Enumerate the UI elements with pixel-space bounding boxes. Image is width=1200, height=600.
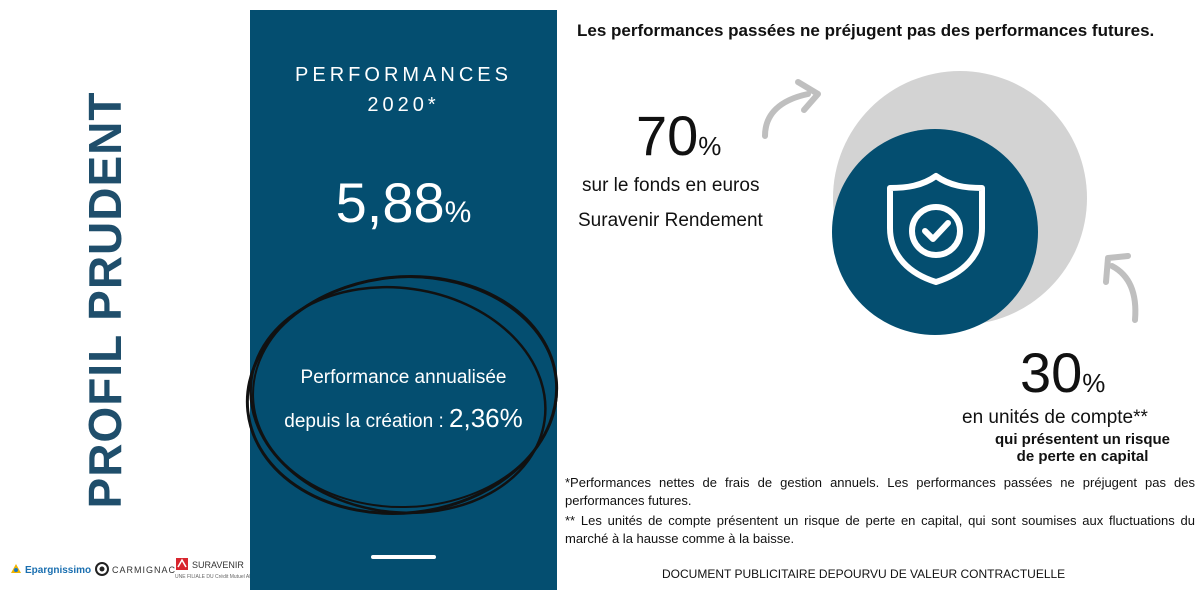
- performance-title-line2: 2020*: [367, 94, 440, 116]
- euro-fund-share: 70%: [636, 108, 721, 174]
- suravenir-label: SURAVENIR: [192, 560, 244, 570]
- performance-value-unit: %: [444, 196, 472, 229]
- performance-value: 5,88%: [250, 170, 557, 235]
- headline: Les performances passées ne préjugent pa…: [577, 21, 1155, 40]
- suravenir-subtitle: UNE FILIALE DU Crédit Mutuel ARKÉA: [175, 574, 263, 580]
- allocation-graphic: [762, 71, 1139, 335]
- epargnissimo-icon: [10, 563, 22, 577]
- suravenir-logo: SURAVENIR UNE FILIALE DU Crédit Mutuel A…: [175, 557, 263, 580]
- carmignac-label: CARMIGNAC: [112, 565, 177, 575]
- euro-fund-label-line1: sur le fonds en euros: [582, 175, 760, 196]
- epargnissimo-label: Epargnissimo: [25, 564, 92, 576]
- carmignac-logo: CARMIGNAC: [95, 562, 176, 578]
- unit-linked-share: 30%: [1020, 345, 1105, 411]
- annualized-label-line1: Performance annualisée: [300, 367, 507, 388]
- annualized-value: 2,36%: [449, 403, 523, 433]
- unit-linked-share-number: 30: [1020, 341, 1083, 404]
- disclaimer: DOCUMENT PUBLICITAIRE DEPOURVU DE VALEUR…: [662, 567, 1066, 581]
- curved-arrow-bottom-icon: [1103, 253, 1139, 323]
- performance-title: PERFORMANCES 2020*: [250, 60, 557, 120]
- curved-arrow-top-icon: [762, 79, 821, 139]
- unit-linked-risk-note: qui présentent un risque de perte en cap…: [995, 431, 1170, 465]
- performance-value-number: 5,88: [335, 171, 445, 234]
- carmignac-icon: [95, 562, 109, 578]
- suravenir-icon: [175, 557, 189, 573]
- circle-scribble: [245, 275, 559, 515]
- unit-linked-label-line3: de perte en capital: [1016, 448, 1149, 465]
- unit-linked-share-unit: %: [1082, 368, 1106, 398]
- footnote-performance: *Performances nettes de frais de gestion…: [565, 475, 1195, 508]
- unit-linked-label-line1: en unités de compte**: [962, 407, 1148, 428]
- allocation-center: [832, 129, 1038, 335]
- profile-title: PROFIL PRUDENT: [79, 91, 131, 509]
- epargnissimo-logo: Epargnissimo: [10, 563, 91, 577]
- unit-linked-label-line2: qui présentent un risque: [995, 431, 1171, 448]
- euro-fund-share-unit: %: [698, 131, 722, 161]
- shield-check-icon: [887, 173, 985, 285]
- performance-title-line1: PERFORMANCES: [295, 64, 512, 86]
- footnote-unit-linked: ** Les unités de compte présentent un ri…: [565, 513, 1195, 546]
- euro-fund-label-line2: Suravenir Rendement: [578, 210, 763, 231]
- annualized-label-line2: depuis la création :: [284, 411, 450, 432]
- euro-fund-share-number: 70: [636, 104, 699, 167]
- annualized-performance: Performance annualisée depuis la créatio…: [270, 358, 537, 442]
- panel-divider: [371, 555, 436, 559]
- performance-panel: PERFORMANCES 2020* 5,88% Performance ann…: [245, 10, 559, 590]
